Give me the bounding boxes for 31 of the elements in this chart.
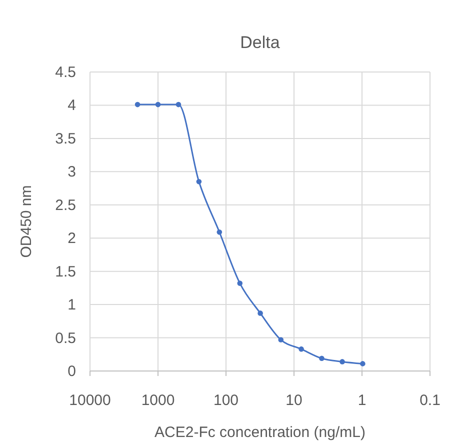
y-tick-label: 3 — [68, 164, 76, 181]
x-axis-title: ACE2-Fc concentration (ng/mL) — [154, 424, 366, 441]
point — [237, 280, 243, 286]
x-tick-label: 1 — [358, 392, 366, 409]
y-tick-label: 4 — [68, 97, 76, 114]
x-tick-label: 100 — [213, 392, 239, 409]
y-tick-label: 2 — [68, 230, 76, 248]
point — [155, 102, 161, 108]
y-tick-label: 2.5 — [55, 196, 76, 214]
point — [340, 359, 345, 364]
x-tick-label: 10 — [286, 392, 302, 409]
point — [319, 356, 324, 362]
y-tick-label: 3.5 — [55, 130, 76, 148]
y-tick-label: 1 — [68, 296, 76, 314]
y-tick-label: 1.5 — [55, 263, 76, 280]
point — [298, 346, 304, 352]
point — [278, 337, 284, 342]
x-tick-label: 1000 — [141, 392, 175, 409]
y-axis-title: OD450 nm — [18, 185, 35, 258]
y-tick-label: 4.5 — [55, 64, 76, 81]
chart-title: Delta — [240, 33, 280, 52]
point — [176, 102, 182, 108]
y-tick-label: 0.5 — [55, 330, 76, 347]
point — [196, 178, 202, 184]
point — [134, 102, 140, 108]
x-tick-label: 0.1 — [420, 392, 440, 409]
point — [216, 229, 222, 235]
y-tick-label: 0 — [68, 363, 76, 380]
x-tick-label: 10000 — [69, 392, 111, 409]
point — [258, 310, 263, 316]
point — [360, 361, 366, 366]
